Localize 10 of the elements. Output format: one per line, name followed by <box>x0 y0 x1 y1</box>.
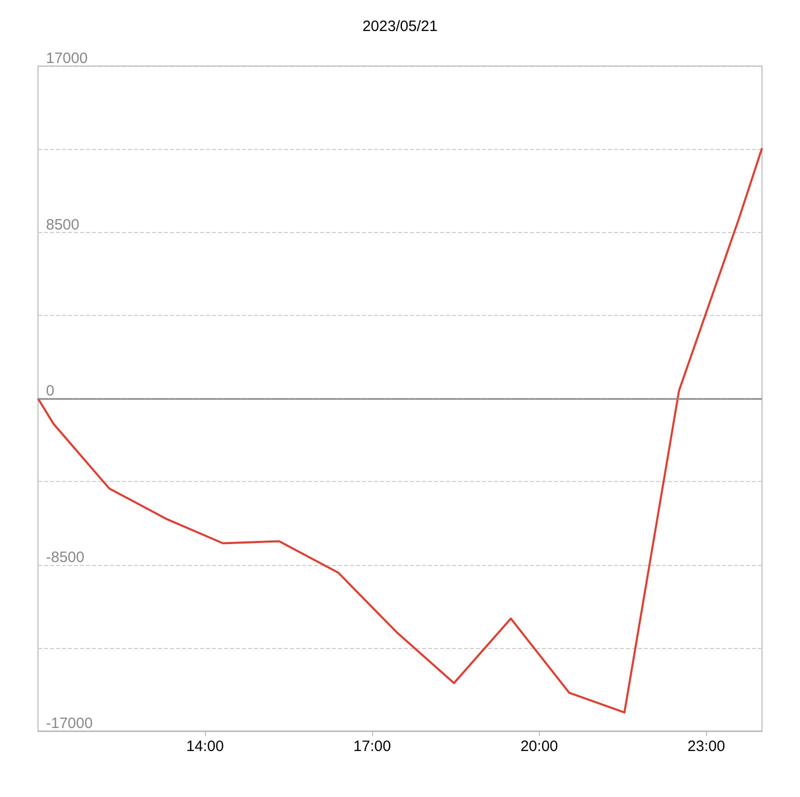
chart-title: 2023/05/21 <box>362 18 438 35</box>
y-tick-label: -8500 <box>46 548 84 566</box>
y-tick-label: 8500 <box>46 216 80 234</box>
x-tick-label: 17:00 <box>353 738 391 755</box>
x-tick-label: 20:00 <box>520 738 558 755</box>
y-tick-label: 0 <box>46 382 54 400</box>
y-tick-label: -17000 <box>46 715 93 732</box>
x-tick-label: 14:00 <box>186 738 224 755</box>
x-tick-label: 23:00 <box>688 738 726 755</box>
y-tick-label: 17000 <box>46 50 88 67</box>
